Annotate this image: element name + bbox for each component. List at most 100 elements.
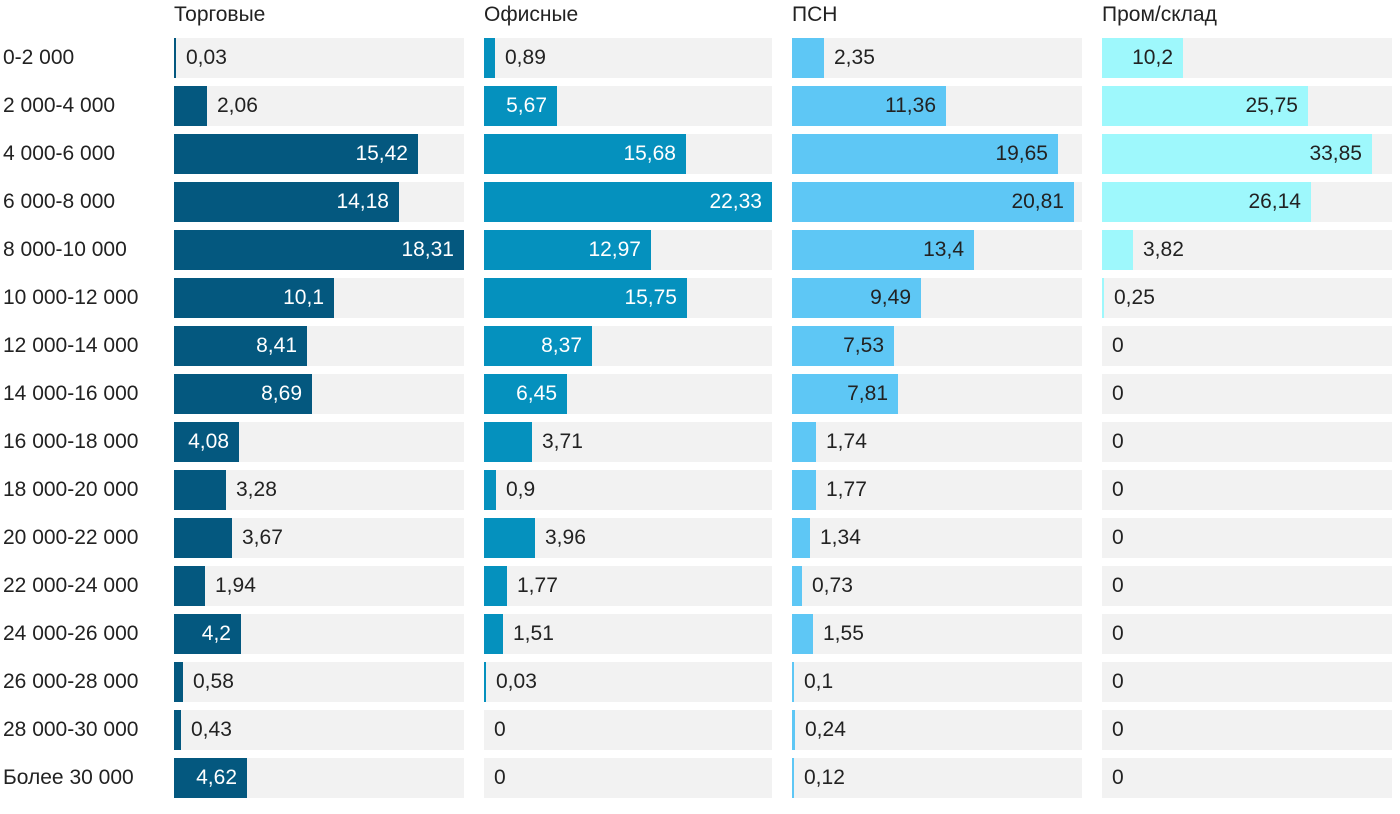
data-label: 3,28 [236, 478, 277, 501]
bar [792, 182, 1074, 222]
bar [484, 374, 567, 414]
bar-track: 13,4 [792, 230, 1082, 270]
bar-track: 0,73 [792, 566, 1082, 606]
bar-track: 0 [1102, 662, 1392, 702]
data-label: 0 [1112, 574, 1124, 597]
bar [792, 518, 810, 558]
data-label: 18,31 [401, 238, 454, 261]
data-label: 9,49 [870, 286, 911, 309]
data-label: 1,77 [517, 574, 558, 597]
bar [484, 326, 592, 366]
data-label: 0,58 [193, 670, 234, 693]
bar [484, 518, 535, 558]
data-label: 8,41 [256, 334, 297, 357]
bar-track: 0 [484, 758, 772, 798]
bar-track: 2,06 [174, 86, 464, 126]
data-label: 0,12 [804, 766, 845, 789]
bar-track: 1,34 [792, 518, 1082, 558]
category-label: Более 30 000 [3, 766, 134, 789]
bar-track: 26,14 [1102, 182, 1392, 222]
data-label: 3,71 [542, 430, 583, 453]
category-label: 20 000-22 000 [3, 526, 139, 549]
bar [792, 422, 816, 462]
bar [174, 518, 232, 558]
bar [174, 470, 226, 510]
data-label: 2,06 [217, 94, 258, 117]
bar [792, 662, 794, 702]
bar-track: 9,49 [792, 278, 1082, 318]
data-label: 0,89 [505, 46, 546, 69]
category-label: 22 000-24 000 [3, 574, 139, 597]
bar-track: 0,58 [174, 662, 464, 702]
bar-track: 15,42 [174, 134, 464, 174]
category-label: 8 000-10 000 [3, 238, 127, 261]
bar [484, 422, 532, 462]
bar [1102, 38, 1183, 78]
data-label: 1,77 [826, 478, 867, 501]
bar [1102, 230, 1133, 270]
bar-track: 0,03 [174, 38, 464, 78]
bar-track: 0,89 [484, 38, 772, 78]
bar [792, 86, 946, 126]
bar-track: 25,75 [1102, 86, 1392, 126]
bar-track: 1,77 [484, 566, 772, 606]
category-label: 18 000-20 000 [3, 478, 139, 501]
category-label: 16 000-18 000 [3, 430, 139, 453]
bar-track: 0,43 [174, 710, 464, 750]
bar [792, 566, 802, 606]
bar [484, 86, 557, 126]
bar [484, 614, 503, 654]
data-label: 0 [1112, 622, 1124, 645]
bar [1102, 182, 1311, 222]
bar [484, 278, 687, 318]
data-label: 2,35 [834, 46, 875, 69]
category-label: 28 000-30 000 [3, 718, 139, 741]
data-label: 0 [1112, 334, 1124, 357]
bar-track: 8,69 [174, 374, 464, 414]
data-label: 0,9 [506, 478, 536, 501]
bar-track: 1,55 [792, 614, 1082, 654]
bar-track: 0 [1102, 470, 1392, 510]
bar [174, 182, 399, 222]
bar-track: 4,62 [174, 758, 464, 798]
data-label: 10,2 [1132, 46, 1173, 69]
data-label: 20,81 [1011, 190, 1064, 213]
bar-track: 3,96 [484, 518, 772, 558]
bar [1102, 86, 1308, 126]
bar [792, 38, 824, 78]
bar-track: 1,94 [174, 566, 464, 606]
bar-track: 18,31 [174, 230, 464, 270]
bar [174, 230, 464, 270]
category-label: 12 000-14 000 [3, 334, 139, 357]
data-label: 1,51 [513, 622, 554, 645]
category-label: 14 000-16 000 [3, 382, 139, 405]
bar-track: 1,77 [792, 470, 1082, 510]
data-label: 0,43 [191, 718, 232, 741]
data-label: 0 [1112, 526, 1124, 549]
bar-track: 3,71 [484, 422, 772, 462]
data-label: 6,45 [516, 382, 557, 405]
category-label: 0-2 000 [3, 46, 75, 69]
data-label: 1,55 [823, 622, 864, 645]
bar-track: 20,81 [792, 182, 1082, 222]
bar-track: 0 [1102, 758, 1392, 798]
bar-track: 0 [1102, 566, 1392, 606]
bar-track: 0,12 [792, 758, 1082, 798]
data-label: 0,03 [496, 670, 537, 693]
series-title: ПСН [792, 3, 838, 26]
bar-track: 19,65 [792, 134, 1082, 174]
bar [174, 326, 307, 366]
data-label: 12,97 [588, 238, 641, 261]
data-label: 4,08 [188, 430, 229, 453]
bar-track: 7,81 [792, 374, 1082, 414]
bar-track: 3,67 [174, 518, 464, 558]
bar-track: 10,1 [174, 278, 464, 318]
data-label: 3,67 [242, 526, 283, 549]
series-title: Торговые [174, 3, 266, 26]
bar-track: 0,25 [1102, 278, 1392, 318]
data-label: 25,75 [1245, 94, 1298, 117]
bar [484, 470, 496, 510]
bar [1102, 134, 1372, 174]
bar-track: 0,24 [792, 710, 1082, 750]
bar [1102, 278, 1104, 318]
